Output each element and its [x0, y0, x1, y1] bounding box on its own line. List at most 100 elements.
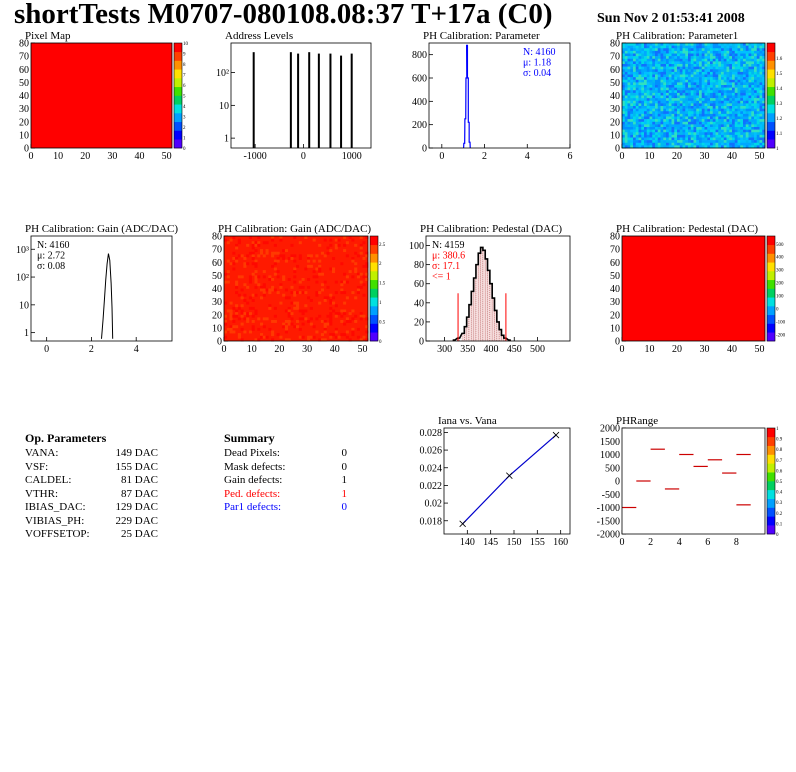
heatmap-cell: [732, 140, 736, 144]
heatmap-cell: [362, 257, 366, 260]
heatmap-cell: [726, 48, 730, 52]
heatmap-cell: [712, 69, 716, 73]
colorbar-swatch: [370, 271, 378, 281]
heatmap-cell: [748, 56, 752, 60]
heatmap-cell: [284, 327, 288, 331]
heatmap-cell: [679, 66, 683, 70]
heatmap-cell: [740, 113, 744, 117]
heatmap-cell: [734, 145, 738, 149]
heatmap-cell: [712, 137, 716, 141]
heatmap-cell: [759, 74, 763, 78]
heatmap-cell: [699, 58, 703, 62]
stats-line: N: 4160: [37, 240, 70, 251]
heatmap-cell: [356, 327, 360, 331]
colorbar-swatch: [370, 244, 378, 254]
heatmap-cell: [756, 77, 760, 81]
heatmap-cell: [638, 64, 642, 67]
colorbar-swatch: [767, 323, 775, 333]
heatmap-cell: [707, 53, 711, 57]
heatmap-cell: [677, 48, 681, 52]
heatmap-cell: [718, 142, 722, 146]
heatmap-cell: [699, 116, 703, 120]
heatmap-cell: [649, 85, 653, 88]
heatmap-cell: [682, 61, 686, 65]
heatmap-cell: [365, 262, 369, 266]
heatmap-cell: [630, 64, 634, 67]
heatmap-cell: [315, 267, 319, 271]
heatmap-cell: [701, 79, 705, 83]
heatmap-cell: [268, 278, 272, 281]
heatmap-cell: [690, 129, 694, 133]
heatmap-cell: [293, 293, 297, 297]
heatmap-cell: [655, 100, 659, 104]
heatmap-cell: [723, 61, 727, 65]
colorbar-tick-label: 4: [183, 105, 186, 110]
heatmap-cell: [743, 64, 747, 67]
heatmap-cell: [635, 124, 639, 128]
heatmap-cell: [685, 113, 689, 117]
heatmap-cell: [737, 132, 741, 136]
heatmap-cell: [696, 82, 700, 86]
heatmap-cell: [712, 79, 716, 83]
heatmap-cell: [737, 100, 741, 104]
heatmap-cell: [693, 95, 697, 99]
heatmap-cell: [660, 43, 664, 46]
heatmap-cell: [685, 43, 689, 46]
heatmap-cell: [707, 124, 711, 128]
heatmap-cell: [652, 61, 656, 65]
heatmap-cell: [696, 74, 700, 78]
heatmap-cell: [679, 90, 683, 94]
heatmap-cell: [734, 134, 738, 138]
heatmap-cell: [663, 121, 667, 125]
data-point: [506, 472, 513, 479]
stats-line: σ: 17.1: [432, 261, 460, 272]
heatmap-cell: [276, 259, 280, 263]
heatmap-cell: [334, 335, 338, 339]
heatmap-cell: [646, 69, 650, 73]
heatmap-cell: [652, 77, 656, 81]
heatmap-cell: [638, 119, 642, 123]
colorbar-swatch: [174, 130, 182, 140]
heatmap-cell: [712, 50, 716, 54]
heatmap-cell: [671, 129, 675, 133]
heatmap-cell: [715, 140, 719, 144]
heatmap-cell: [740, 127, 744, 130]
heatmap-cell: [710, 92, 714, 96]
heatmap-cell: [290, 257, 294, 260]
heatmap-cell: [762, 113, 766, 117]
heatmap-cell: [271, 238, 275, 242]
heatmap-cell: [737, 87, 741, 91]
heatmap-cell: [754, 98, 758, 102]
heatmap-cell: [646, 129, 650, 133]
heatmap-cell: [624, 45, 628, 49]
heatmap-cell: [762, 56, 766, 60]
heatmap-cell: [674, 134, 678, 138]
heatmap-cell: [682, 134, 686, 138]
heatmap-cell: [641, 134, 645, 138]
heatmap-cell: [627, 121, 631, 125]
heatmap-cell: [756, 71, 760, 75]
colorbar-swatch: [767, 489, 775, 499]
x-tick-label: 145: [483, 537, 498, 548]
y-tick-label: 60: [19, 65, 29, 76]
heatmap-cell: [624, 103, 628, 107]
heatmap-cell: [309, 306, 313, 310]
heatmap-cell: [745, 116, 749, 120]
heatmap-cell: [630, 56, 634, 60]
heatmap-cell: [710, 45, 714, 49]
colorbar-tick-label: 0: [776, 308, 779, 313]
heatmap-cell: [630, 90, 634, 94]
heatmap-cell: [693, 66, 697, 70]
heatmap-cell: [699, 119, 703, 123]
heatmap-cell: [751, 48, 755, 52]
heatmap-cell: [351, 291, 355, 295]
heatmap-cell: [668, 82, 672, 86]
y-tick-label: 0.024: [420, 463, 443, 474]
heatmap-cell: [704, 87, 708, 91]
heatmap-cell: [293, 270, 297, 274]
heatmap-cell: [726, 61, 730, 65]
heatmap-cell: [351, 317, 355, 321]
heatmap-cell: [660, 100, 664, 104]
heatmap-cell: [707, 108, 711, 112]
heatmap-cell: [657, 71, 661, 75]
